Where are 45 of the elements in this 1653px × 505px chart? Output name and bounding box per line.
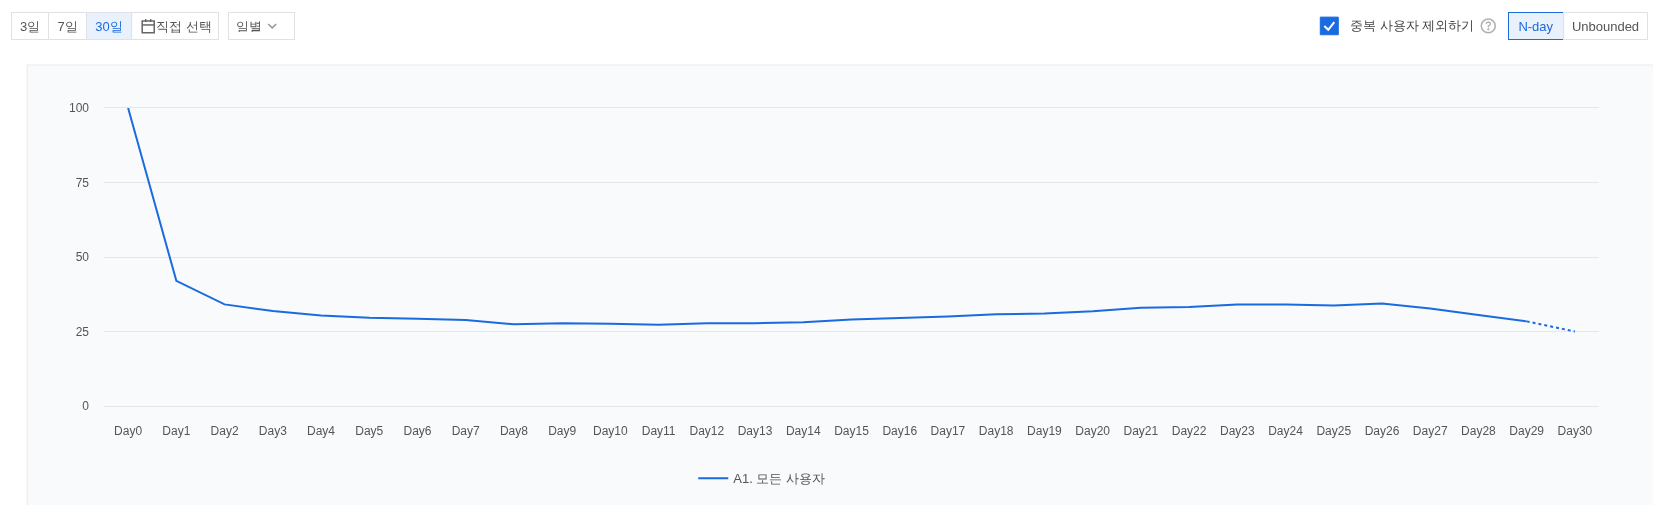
y-tick-label: 100 — [68, 101, 90, 116]
y-tick-label: 75 — [75, 175, 90, 190]
text: 7일 — [57, 18, 78, 34]
text: 30일 — [95, 18, 123, 34]
y-tick-label: 0 — [82, 399, 90, 414]
x-tick-label: Day4 — [307, 424, 336, 439]
x-tick-label: Day5 — [355, 424, 384, 439]
x-tick-label: Day23 — [1219, 424, 1255, 439]
x-tick-label: Day0 — [114, 424, 143, 439]
x-tick-label: Day1 — [162, 424, 191, 439]
x-tick-label: Day13 — [737, 424, 773, 439]
x-tick-label: Day30 — [1557, 424, 1593, 439]
x-tick-label: Day8 — [499, 424, 529, 439]
x-tick-label: Day15 — [834, 424, 870, 439]
x-tick-label: Day12 — [689, 424, 725, 439]
text: 직접 선택 — [156, 18, 212, 34]
x-tick-label: Day24 — [1268, 424, 1304, 439]
x-tick-label: Day25 — [1316, 424, 1352, 439]
x-tick-label: Day7 — [451, 424, 481, 439]
x-tick-label: Day16 — [882, 424, 918, 439]
x-tick-label: Day19 — [1027, 424, 1063, 439]
x-tick-label: Day20 — [1075, 424, 1111, 439]
text: 일별 — [236, 18, 262, 34]
x-tick-label: Day27 — [1412, 424, 1448, 439]
text: Unbounded — [1571, 18, 1640, 34]
x-tick-label: Day28 — [1461, 424, 1497, 439]
text: 3일 — [19, 18, 41, 34]
x-tick-label: Day14 — [785, 424, 821, 439]
x-tick-label: Day6 — [403, 424, 432, 439]
x-tick-label: Day22 — [1171, 424, 1207, 439]
y-tick-label: 50 — [75, 250, 90, 265]
x-tick-label: Day3 — [258, 424, 288, 439]
x-tick-label: Day26 — [1364, 424, 1400, 439]
legend-label: A1. 모든 사용자 — [733, 471, 825, 487]
x-tick-label: Day9 — [548, 424, 577, 439]
x-tick-label: Day11 — [641, 424, 676, 439]
text: N-day — [1518, 18, 1554, 34]
x-tick-label: Day2 — [210, 424, 239, 439]
x-tick-label: Day17 — [930, 424, 966, 439]
x-tick-label: Day29 — [1509, 424, 1545, 439]
x-tick-label: Day18 — [978, 424, 1014, 439]
y-tick-label: 25 — [75, 324, 90, 339]
text: 중복 사용자 제외하기 — [1350, 18, 1475, 33]
x-tick-label: Day10 — [593, 424, 629, 439]
x-tick-label: Day21 — [1123, 424, 1159, 439]
